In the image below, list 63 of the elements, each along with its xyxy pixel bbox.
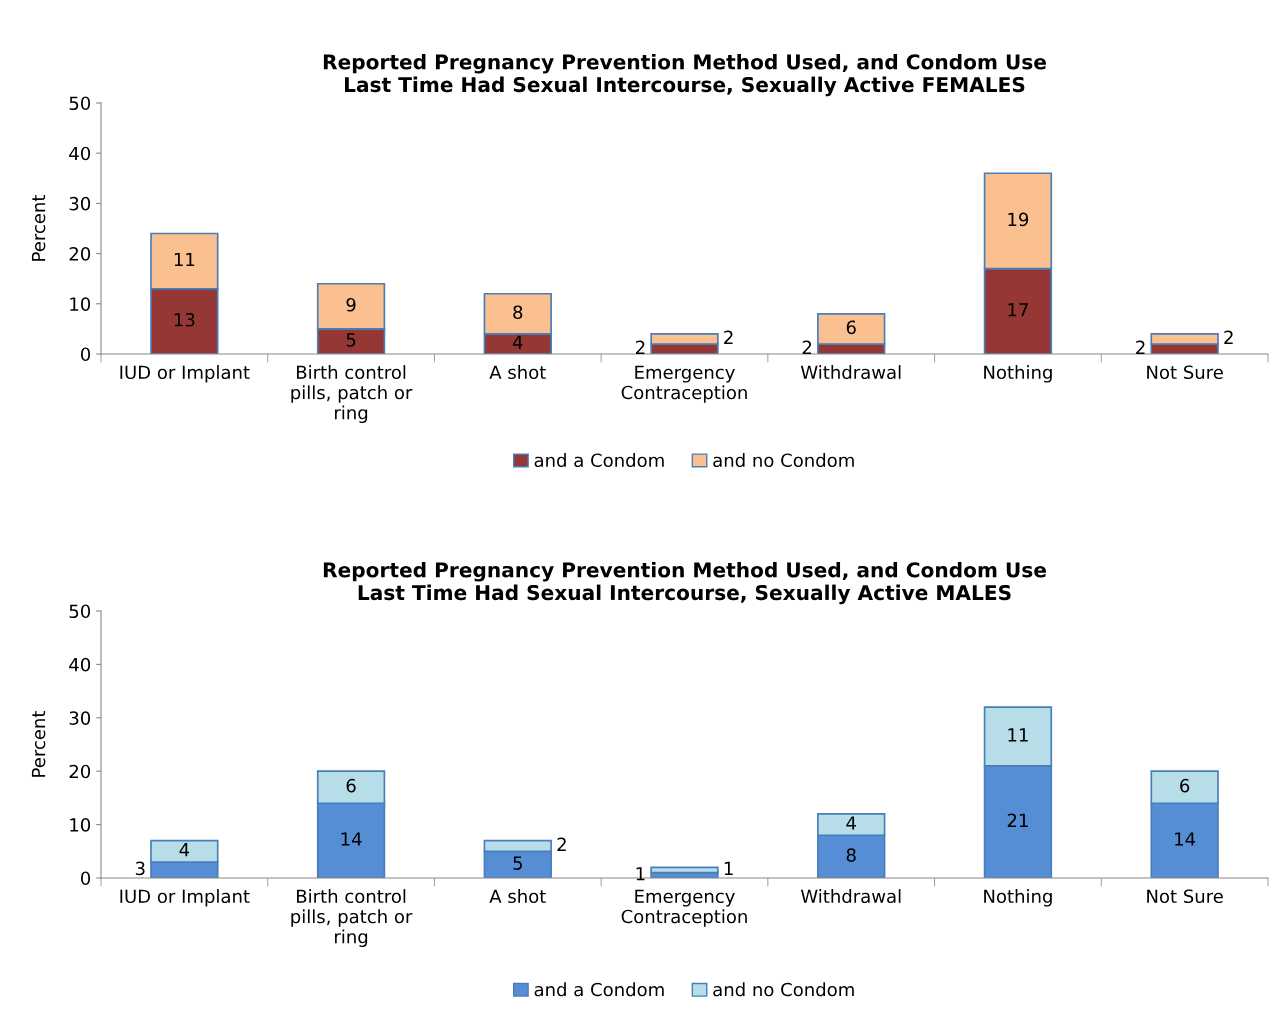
y-tick-label: 20 <box>69 247 91 261</box>
y-tick-label: 0 <box>80 347 91 362</box>
y-tick-label: 30 <box>69 196 91 211</box>
data-label: 3 <box>135 861 145 876</box>
x-tick-label: A shot <box>489 365 546 380</box>
data-label: 5 <box>346 333 356 347</box>
data-label: 14 <box>1175 832 1196 846</box>
data-label: 2 <box>1224 330 1233 344</box>
legend-label: and a Condom <box>534 453 664 468</box>
data-label: 2 <box>802 340 812 354</box>
y-tick-label: 0 <box>80 871 91 886</box>
x-tick-label: Birth control pills, patch or ring <box>291 365 413 424</box>
x-tick-label: Emergency Contraception <box>621 889 747 927</box>
x-tick-label: IUD or Implant <box>120 365 250 383</box>
x-tick-label: Emergency Contraception <box>621 365 747 403</box>
y-tick-label: 20 <box>69 764 91 779</box>
data-label: 2 <box>1136 340 1145 354</box>
data-label: 19 <box>1008 212 1029 227</box>
data-label: 4 <box>512 335 523 349</box>
data-label: 11 <box>174 252 195 267</box>
y-axis-title: Percent <box>31 710 46 777</box>
x-tick-label: Nothing <box>984 365 1052 383</box>
data-label: 6 <box>1180 778 1190 793</box>
bar <box>650 866 719 874</box>
x-tick-label: Withdrawal <box>800 889 901 904</box>
data-label: 2 <box>635 340 645 354</box>
data-label: 9 <box>346 297 356 312</box>
y-tick-label: 30 <box>69 711 91 725</box>
x-tick-label: IUD or Implant <box>120 889 250 907</box>
data-label: 8 <box>846 848 856 862</box>
x-tick-label: Not Sure <box>1147 365 1223 380</box>
data-label: 1 <box>724 861 733 875</box>
data-label: 14 <box>341 832 362 846</box>
data-label: 4 <box>179 843 190 857</box>
chart-title: Reported Pregnancy Prevention Method Used, and Condom Use Last Time Had Sexual Intercourse, Sexually Active FEMALES <box>323 53 1046 97</box>
data-label: 6 <box>846 320 856 335</box>
x-tick-label: Not Sure <box>1147 889 1223 904</box>
y-tick-label: 10 <box>70 297 91 311</box>
y-tick-label: 50 <box>69 604 91 619</box>
chart-title: Reported Pregnancy Prevention Method Used, and Condom Use Last Time Had Sexual Intercourse, Sexually Active MALES <box>323 561 1046 605</box>
data-label: 5 <box>513 856 522 870</box>
legend-label: and no Condom <box>713 453 854 468</box>
legend-label: and no Condom <box>713 982 854 997</box>
legend-label: and a Condom <box>534 982 664 997</box>
data-label: 1 <box>636 867 645 881</box>
data-label: 13 <box>174 312 195 327</box>
y-axis-title: Percent <box>31 194 46 261</box>
x-tick-label: A shot <box>489 889 546 904</box>
data-label: 6 <box>346 778 356 793</box>
data-label: 2 <box>724 330 733 344</box>
y-tick-label: 50 <box>69 96 91 111</box>
data-label: 11 <box>1008 728 1028 742</box>
y-tick-label: 40 <box>69 146 91 161</box>
data-label: 2 <box>557 837 566 851</box>
data-label: 21 <box>1007 813 1028 827</box>
y-tick-label: 10 <box>70 818 91 832</box>
y-tick-label: 40 <box>69 657 91 672</box>
x-tick-label: Withdrawal <box>800 365 901 380</box>
data-label: 17 <box>1008 303 1028 317</box>
x-tick-label: Nothing <box>984 889 1052 907</box>
data-label: 8 <box>513 305 523 320</box>
x-tick-label: Birth control pills, patch or ring <box>291 889 413 948</box>
data-label: 4 <box>846 816 856 830</box>
